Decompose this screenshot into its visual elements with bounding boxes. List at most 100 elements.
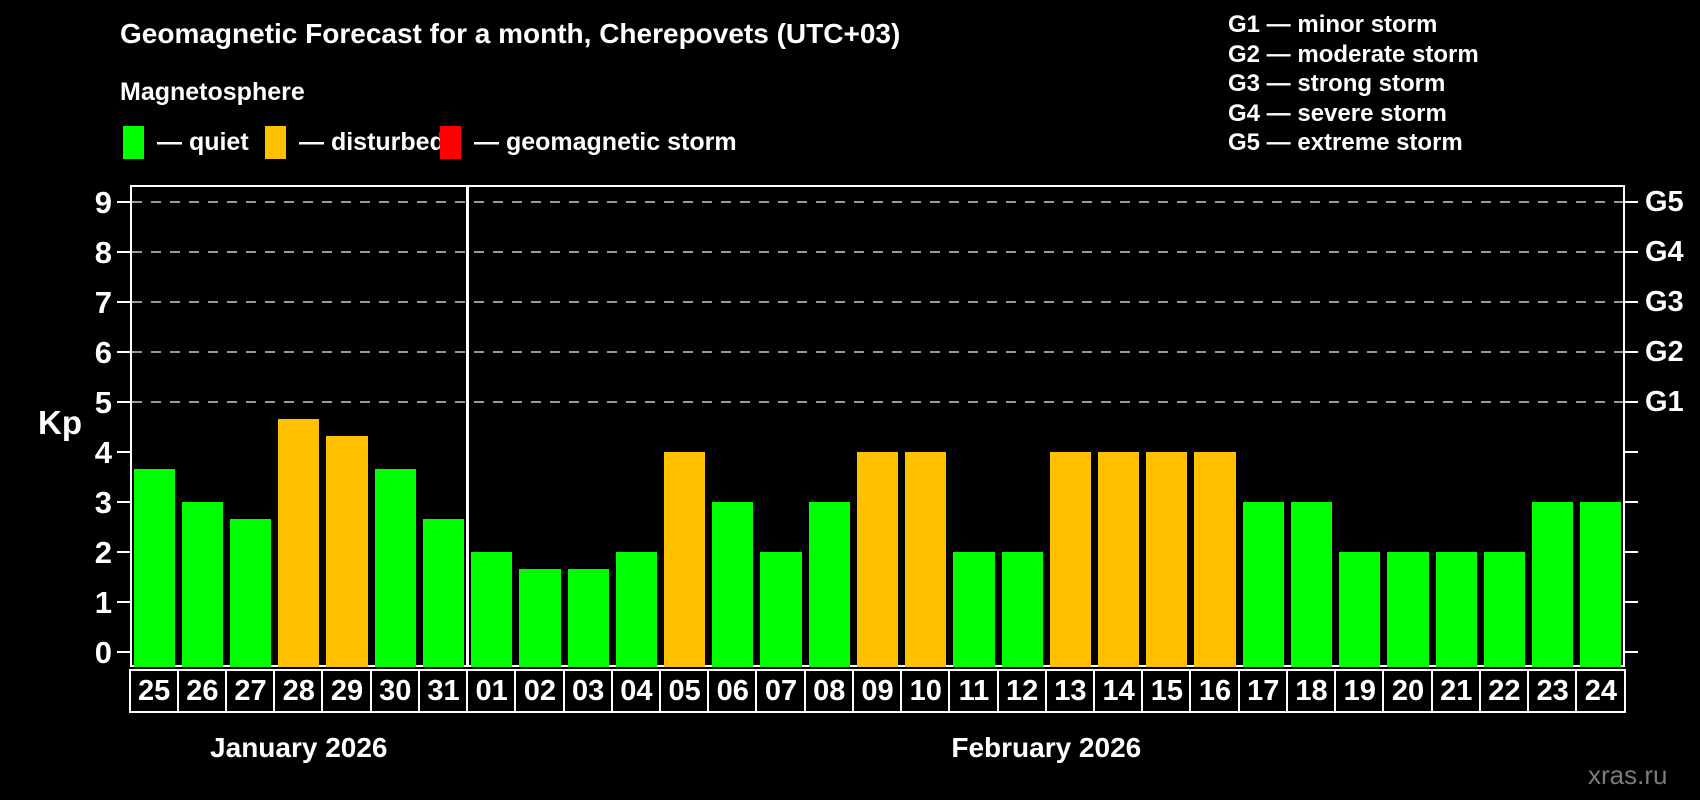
day-label-box: 03 [562,669,614,713]
y-axis-label-8: 8 [94,235,112,270]
day-label-box: 05 [658,669,711,713]
kp-bar [1194,452,1236,667]
kp-bar [471,552,513,667]
day-label-box: 20 [1382,669,1434,713]
kp-bar [229,518,272,667]
legend-item-disturbed: — disturbed [265,122,445,162]
day-label-box: 12 [996,669,1048,713]
day-label-box: 09 [851,669,904,713]
day-label-box: 21 [1430,669,1482,713]
y-axis-label-4: 4 [94,435,112,470]
kp-bar [1532,502,1574,667]
page-title: Geomagnetic Forecast for a month, Cherep… [120,18,901,49]
y-axis-title: Kp [38,404,82,441]
y-axis-tick-left [117,601,130,603]
day-label-box: 07 [755,669,807,713]
day-label-box: 30 [369,669,421,713]
day-label-box: 22 [1478,669,1531,713]
y-axis-label-3: 3 [94,485,112,520]
kp-bar [760,552,802,667]
day-label-box: 25 [128,669,180,713]
kp-bar [422,518,465,667]
gridline-kp7 [132,301,1623,303]
day-label-box: 01 [466,669,518,713]
kp-bar [712,502,754,667]
kp-bar [326,435,368,667]
kp-bar [953,552,995,667]
month-separator-line [466,187,470,665]
y-axis-label-2: 2 [94,535,112,570]
day-label-box: 19 [1334,669,1386,713]
quiet-swatch-icon [123,125,144,159]
y-axis-tick-right [1625,501,1638,503]
disturbed-swatch-icon [265,125,286,159]
kp-bar [567,568,609,667]
right-axis-label-G3: G3 [1645,286,1684,318]
day-label-box: 10 [900,669,952,713]
y-axis-tick-left [117,401,130,403]
y-axis-tick-left [117,301,130,303]
kp-bar [1483,552,1526,667]
kp-bar [1242,502,1284,667]
day-label-box: 13 [1044,669,1096,713]
y-axis-tick-right [1625,651,1638,653]
day-label-box: 06 [707,669,759,713]
day-label-box: 31 [417,669,470,713]
y-axis-tick-right [1625,351,1638,353]
watermark: xras.ru [1588,760,1668,790]
day-label-box: 14 [1093,669,1145,713]
y-axis-label-1: 1 [94,585,112,620]
y-axis-tick-right [1625,301,1638,303]
kp-bar [133,468,175,667]
kp-bar [663,452,706,667]
kp-bar [1387,552,1429,667]
kp-bar [905,452,947,667]
day-label-box: 26 [176,669,228,713]
gridline-kp5 [132,401,1623,403]
day-label-box: 08 [803,669,855,713]
kp-bar [615,552,657,667]
geomagnetic-storm-swatch-icon [440,125,461,159]
g-legend-line-4: G4 — severe storm [1228,99,1447,127]
month-label-0: January 2026 [210,732,388,763]
day-label-box: 29 [321,669,373,713]
day-label-box: 02 [514,669,566,713]
y-axis-tick-left [117,201,130,203]
kp-bar [278,418,320,667]
day-label-box: 23 [1527,669,1579,713]
legend-item-label: — quiet [157,127,249,156]
legend-item-quiet: — quiet [123,122,249,162]
kp-bar [1435,552,1477,667]
legend-item-geomagnetic-storm: — geomagnetic storm [440,122,737,162]
y-axis-tick-right [1625,201,1638,203]
y-axis-tick-left [117,451,130,453]
right-axis-label-G1: G1 [1645,386,1684,418]
gridline-kp8 [132,251,1623,253]
day-label-box: 16 [1189,669,1241,713]
right-axis-label-G2: G2 [1645,336,1684,368]
y-axis-tick-left [117,251,130,253]
legend-item-label: — geomagnetic storm [474,127,737,156]
kp-bar [1146,452,1188,667]
kp-bar [1290,502,1333,667]
y-axis-tick-right [1625,251,1638,253]
y-axis-tick-left [117,651,130,653]
gridline-kp9 [132,201,1623,203]
day-label-box: 18 [1285,669,1338,713]
g-legend-line-3: G3 — strong storm [1228,70,1446,97]
kp-bar [1580,502,1622,667]
y-axis-label-0: 0 [94,635,112,670]
month-label-1: February 2026 [951,732,1142,763]
kp-bar [856,452,899,667]
kp-bar [1049,452,1091,667]
right-axis-label-G5: G5 [1645,186,1684,218]
legend-item-label: — disturbed [299,127,445,156]
y-axis-tick-right [1625,551,1638,553]
y-axis-tick-right [1625,451,1638,453]
y-axis-tick-left [117,551,130,553]
y-axis-tick-right [1625,401,1638,403]
y-axis-tick-left [117,351,130,353]
y-axis-label-5: 5 [94,385,112,420]
g-scale-legend: G1 — minor storm G2 — moderate storm G3 — … [1228,10,1479,158]
